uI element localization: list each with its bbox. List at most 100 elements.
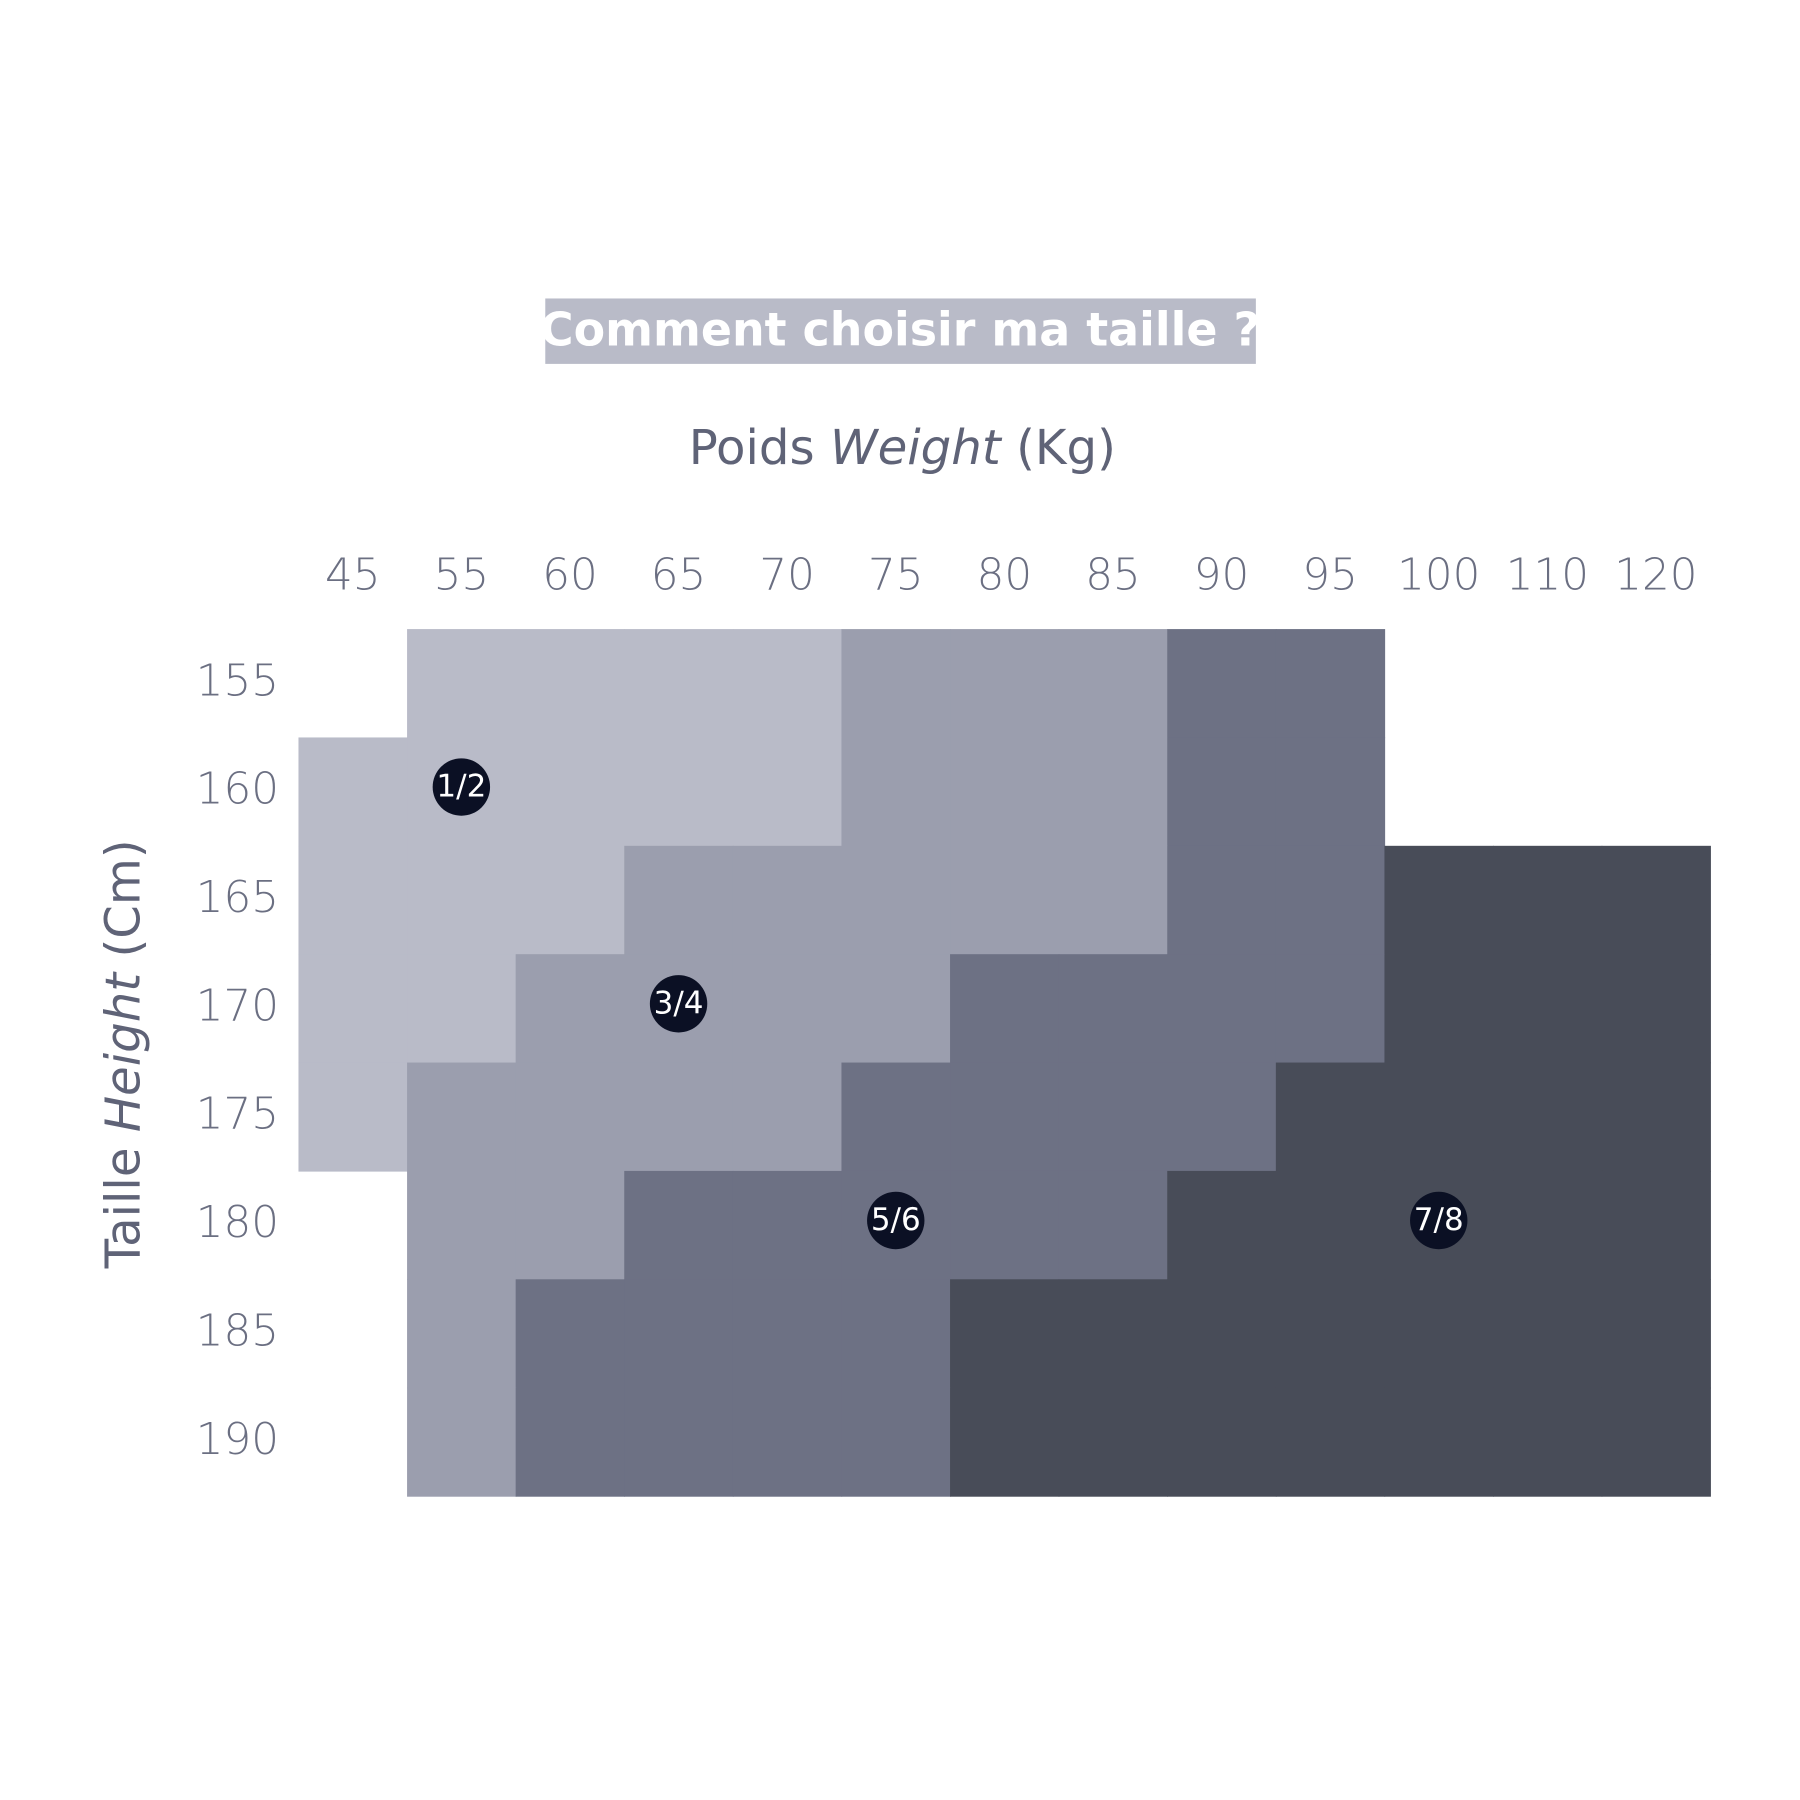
size-label: 1/2 (436, 769, 486, 805)
size-cell (407, 845, 517, 955)
size-cell (841, 629, 951, 739)
size-cell (1275, 845, 1386, 955)
row-label: 160 (196, 765, 279, 815)
row-label: 190 (196, 1415, 279, 1465)
size-cell (515, 1387, 625, 1497)
size-cell (732, 1170, 843, 1280)
x-title-en: Weight (830, 420, 1003, 476)
size-cell (841, 845, 951, 955)
size-cell (732, 737, 843, 847)
size-cell (1275, 1062, 1386, 1172)
size-cell (1384, 1387, 1494, 1497)
column-label: 120 (1614, 550, 1697, 600)
size-cell (950, 737, 1060, 847)
size-cell (1167, 1170, 1277, 1280)
size-cell (624, 845, 734, 955)
column-label: 110 (1506, 550, 1589, 600)
labels: 45 55 60 65 70 75 80 85 90 95 100 110 120 155 160 165 17… (196, 550, 1698, 1464)
size-cell (624, 737, 734, 847)
size-badge (867, 1191, 925, 1250)
row-label: 165 (196, 873, 279, 923)
size-cell (1058, 1279, 1168, 1389)
size-cell (1167, 1387, 1277, 1497)
size-cell (1275, 1170, 1386, 1280)
size-cell (624, 1062, 734, 1172)
size-cell (515, 1170, 625, 1280)
size-cell (407, 1170, 517, 1280)
size-cell (1493, 1170, 1603, 1280)
size-cell (624, 1170, 734, 1280)
size-cell (1601, 1279, 1711, 1389)
size-cell (1384, 845, 1494, 955)
column-label: 90 (1194, 550, 1250, 600)
size-cell (1601, 954, 1711, 1064)
size-cell (732, 1387, 843, 1497)
size-badge (432, 758, 491, 816)
size-cell (1601, 1170, 1711, 1280)
size-cell (1493, 1279, 1603, 1389)
size-cell (407, 1387, 517, 1497)
y-axis-title: Taille Height (Cm) (95, 839, 151, 1269)
size-cell (624, 629, 734, 739)
size-cell (950, 629, 1060, 739)
size-cell (732, 1279, 843, 1389)
size-cell (950, 1279, 1060, 1389)
size-cell (732, 845, 843, 955)
column-label: 55 (434, 550, 490, 600)
size-cell (1493, 845, 1603, 955)
size-cell (841, 954, 951, 1064)
size-cell (1275, 1387, 1386, 1497)
size-cell (732, 1062, 843, 1172)
x-title-unit: (Kg) (1016, 420, 1116, 476)
size-cell (298, 954, 408, 1064)
size-label: 3/4 (654, 985, 704, 1021)
size-cell (407, 1279, 517, 1389)
size-cell (298, 737, 408, 847)
size-cell (1058, 629, 1168, 739)
size-cell (841, 737, 951, 847)
size-cell (1167, 629, 1277, 739)
row-label: 185 (196, 1306, 279, 1356)
size-cell (841, 1062, 951, 1172)
size-cell (1275, 629, 1386, 739)
title: Comment choisir ma taille ? (540, 302, 1260, 356)
size-cell (515, 954, 625, 1064)
size-cell (1601, 845, 1711, 955)
column-label: 45 (325, 550, 381, 600)
size-cell (624, 1387, 734, 1497)
y-title-unit: (Cm) (95, 839, 151, 957)
size-cell (407, 629, 517, 739)
size-cell (624, 1279, 734, 1389)
size-cell (515, 1062, 625, 1172)
column-label: 100 (1397, 550, 1480, 600)
size-badge (1410, 1191, 1468, 1250)
size-cell (515, 737, 625, 847)
y-title-fr: Taille (95, 1148, 151, 1270)
column-label: 75 (868, 550, 924, 600)
size-cell (515, 629, 625, 739)
column-label: 60 (542, 550, 598, 600)
size-cell (1058, 1062, 1168, 1172)
size-cell (732, 954, 843, 1064)
size-cell (1167, 845, 1277, 955)
size-cell (1058, 1170, 1168, 1280)
size-cell (1058, 845, 1168, 955)
size-cell (1384, 1062, 1494, 1172)
size-cell (1167, 954, 1277, 1064)
size-cell (515, 1279, 625, 1389)
size-cell (298, 845, 408, 955)
size-label: 5/6 (871, 1202, 921, 1238)
x-axis-title: Poids Weight (Kg) (689, 420, 1116, 476)
size-cell (1058, 737, 1168, 847)
column-label: 65 (651, 550, 707, 600)
size-cell (407, 1062, 517, 1172)
size-cell (950, 1170, 1060, 1280)
size-cell (1058, 1387, 1168, 1497)
row-label: 170 (196, 981, 279, 1031)
size-cell (1601, 1062, 1711, 1172)
size-cell (1167, 1062, 1277, 1172)
size-cell (407, 954, 517, 1064)
size-cell (950, 845, 1060, 955)
